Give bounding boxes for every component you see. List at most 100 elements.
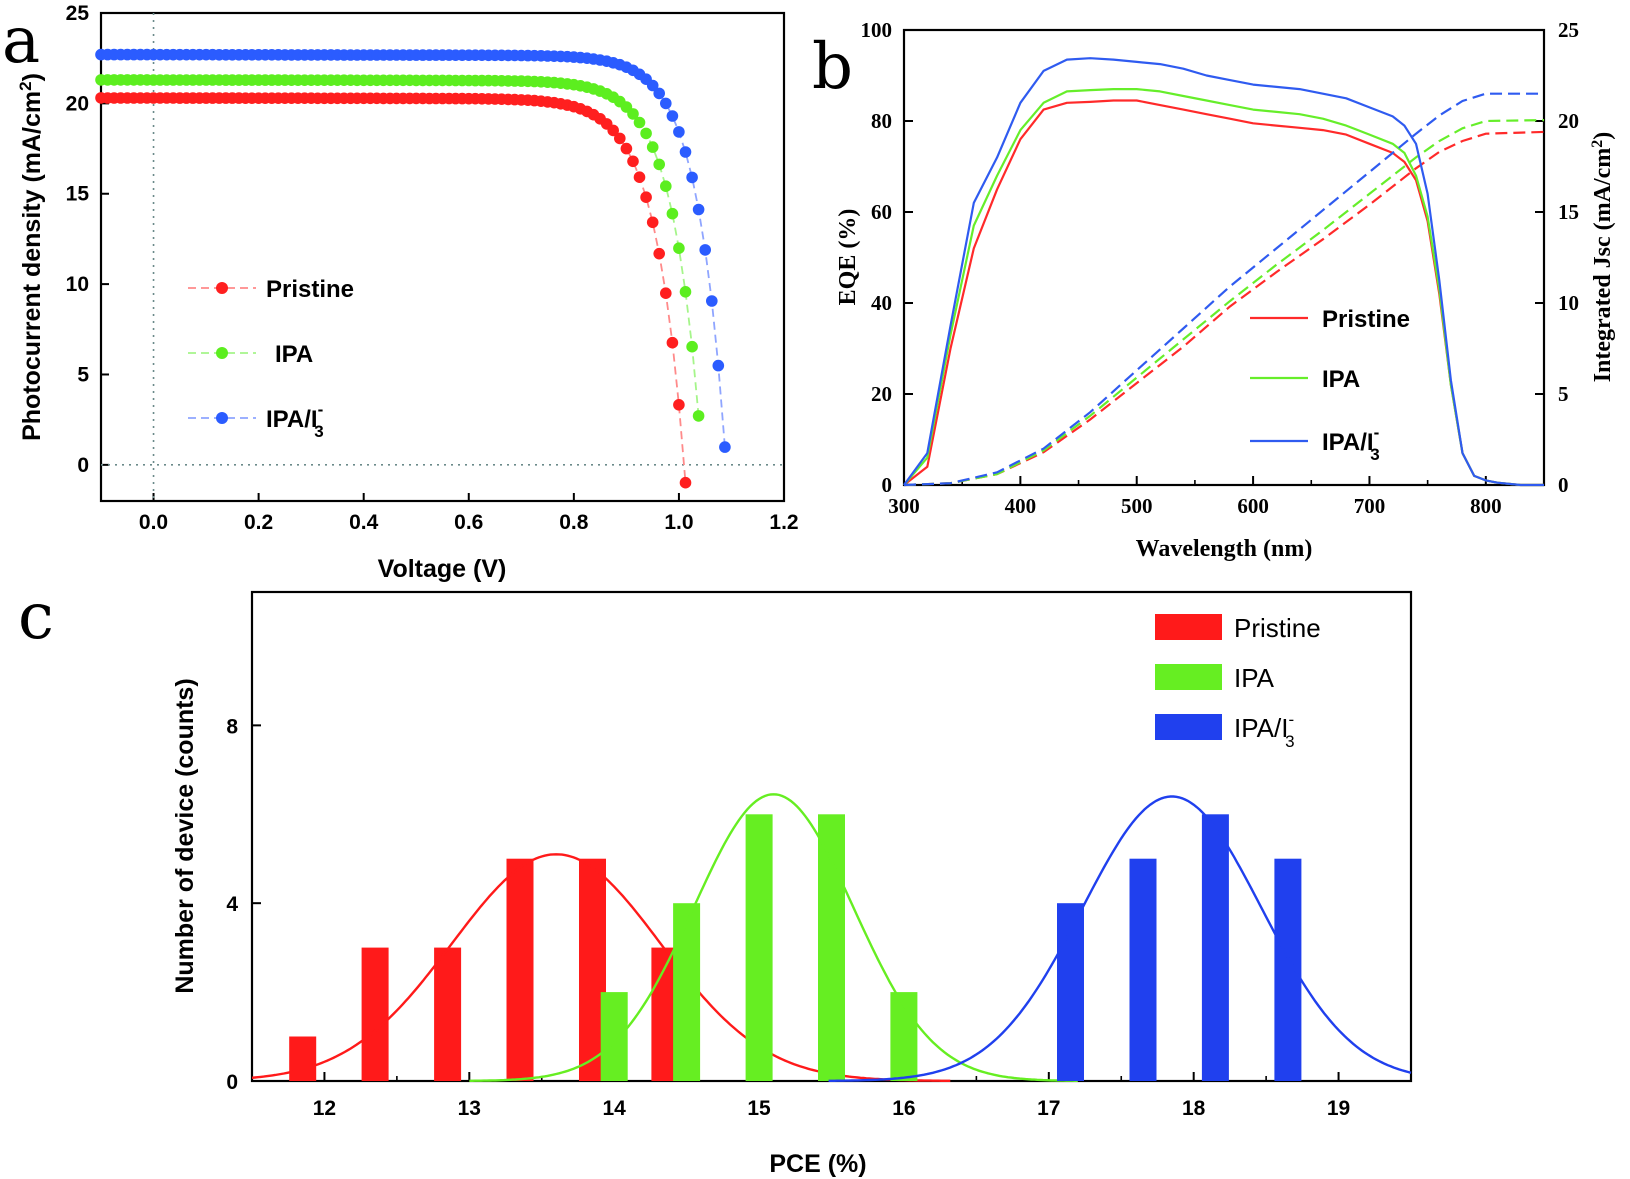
- panel-b-ytick-right-label: 5: [1558, 382, 1569, 406]
- jv-data-point: [660, 287, 672, 300]
- jv-data-point: [653, 87, 665, 100]
- panel-b-xtick-label: 800: [1470, 494, 1502, 518]
- jv-data-point: [673, 242, 685, 254]
- panel-b-ytick-right-label: 10: [1558, 291, 1579, 315]
- jv-data-point: [692, 203, 705, 216]
- panel-c-ytick-label: 8: [226, 715, 238, 738]
- legend-label: IPA/I-3: [266, 400, 324, 441]
- jv-data-point: [660, 180, 672, 192]
- legend-label: Pristine: [266, 276, 354, 303]
- panel-b-xtick-label: 600: [1237, 494, 1269, 518]
- legend-swatch: [1155, 614, 1222, 640]
- jv-data-point: [692, 410, 705, 422]
- jv-data-point: [686, 171, 698, 184]
- panel-a-xtick-label: 1.2: [769, 511, 798, 534]
- histogram-bar: [1201, 814, 1229, 1081]
- panel-b-xlabel: Wavelength (nm): [1136, 536, 1313, 562]
- legend-label: IPA: [275, 341, 313, 368]
- panel-a-xtick-label: 0.8: [559, 511, 589, 534]
- jv-data-point: [679, 286, 692, 298]
- gaussian-fit-curve: [469, 793, 1078, 1082]
- jv-data-point: [673, 399, 685, 411]
- legend-label: Pristine: [1322, 306, 1410, 333]
- jv-data-point: [686, 340, 698, 353]
- jv-data-point: [712, 359, 725, 372]
- panel-a-ytick-label: 15: [66, 183, 90, 206]
- panel-b-jsc-line-ipa: [903, 119, 1545, 487]
- panel-c-xtick-label: 12: [313, 1097, 336, 1120]
- panel-c-ytick-label: 4: [226, 893, 238, 916]
- panel-b-legend-entry: IPA: [1250, 366, 1360, 393]
- gaussian-fit-curve: [828, 795, 1412, 1082]
- panel-a-xlabel: Voltage (V): [378, 555, 507, 583]
- legend-swatch: [1155, 714, 1222, 740]
- legend-label: IPA/I-3: [1322, 423, 1380, 464]
- panel-b-ytick-right-label: 20: [1558, 109, 1579, 133]
- panel-a-xtick-label: 1.0: [664, 511, 693, 534]
- panel-b-ytick-label: 20: [871, 382, 892, 406]
- jv-data-point: [620, 142, 633, 155]
- panel-c-series-ipa: [469, 793, 1078, 1082]
- panel-a-series-ipa-i3-: [95, 48, 731, 453]
- panel-a-legend-entry: Pristine: [188, 276, 354, 303]
- legend-marker: [216, 282, 228, 294]
- jv-data-point: [666, 336, 679, 349]
- panel-b-xtick-label: 400: [1005, 494, 1037, 518]
- panel-b-legend-entry: Pristine: [1250, 306, 1410, 333]
- histogram-bar: [289, 1036, 317, 1081]
- jv-data-point: [633, 171, 646, 183]
- jv-data-point: [719, 441, 731, 453]
- jv-data-point: [627, 108, 639, 120]
- panel-a-series-pristine: [95, 92, 692, 489]
- histogram-bar: [673, 903, 701, 1081]
- jv-data-point: [607, 124, 619, 137]
- panel-c-ytick-label: 0: [226, 1071, 238, 1094]
- panel-a-jv-curves: 0.0 0.2 0.4 0.6 0.8 1.0 1.2 0 5 10 15 20 25 Pristine…: [16, 2, 799, 583]
- panel-c-series-pristine: [251, 853, 951, 1082]
- jv-data-point: [614, 132, 626, 145]
- jv-data-point: [633, 116, 646, 129]
- panel-a-ytick-label: 25: [66, 2, 90, 25]
- panel-c-histogram: 12 13 14 15 16 17 18 19 0 4 8 Pristine IPA IPA/I-3 P…: [171, 590, 1413, 1178]
- panel-b-ytick-label: 40: [871, 291, 892, 315]
- panel-c-legend-entry: IPA: [1155, 663, 1275, 693]
- panel-b-jsc-line-ipa-i3-: [903, 92, 1544, 487]
- jv-data-point: [653, 158, 665, 171]
- panel-letter-c: c: [18, 580, 54, 654]
- panel-b-ytick-label: 60: [871, 200, 892, 224]
- jv-data-point: [660, 97, 672, 110]
- panel-b-ytick-label: 100: [861, 18, 893, 42]
- panel-c-xtick-label: 13: [458, 1097, 481, 1120]
- jv-data-point: [640, 191, 652, 203]
- jv-data-point: [646, 79, 659, 92]
- histogram-bar: [600, 992, 628, 1081]
- panel-b-xtick-label: 300: [888, 494, 920, 518]
- panel-a-series-ipa: [95, 74, 705, 422]
- panel-c-legend-entry: IPA/I-3: [1155, 710, 1295, 751]
- panel-a-ytick-label: 5: [77, 363, 89, 386]
- panel-a-xtick-label: 0.4: [349, 511, 379, 534]
- panel-c-xtick-label: 18: [1182, 1097, 1206, 1120]
- jv-data-point: [640, 127, 652, 140]
- histogram-bar: [434, 947, 462, 1081]
- panel-c-xtick-label: 19: [1327, 1097, 1350, 1120]
- histogram-bar: [1129, 858, 1157, 1081]
- panel-c-xtick-label: 14: [603, 1097, 627, 1120]
- legend-marker: [216, 412, 228, 424]
- legend-label: IPA/I-3: [1234, 710, 1295, 751]
- panel-b-legend-entry: IPA/I-3: [1250, 423, 1380, 464]
- jv-data-point: [646, 141, 659, 153]
- panel-b-eqe: 300 400 500 600 700 800 0 20 40 60 80 100 0 5 10 15 20 25…: [835, 18, 1616, 562]
- legend-marker: [216, 347, 228, 359]
- panel-b-xtick-label: 700: [1354, 494, 1386, 518]
- legend-label: IPA: [1322, 366, 1360, 393]
- panel-a-ytick-label: 0: [77, 454, 89, 477]
- histogram-bar: [506, 858, 534, 1081]
- panel-c-series-ipa-i3-: [828, 795, 1412, 1082]
- panel-b-ylabel: EQE (%): [835, 209, 861, 306]
- panel-b-ytick-right-label: 0: [1558, 473, 1569, 497]
- panel-a-legend-entry: IPA: [188, 341, 313, 368]
- panel-a-xtick-label: 0.6: [454, 511, 483, 534]
- histogram-bar: [745, 814, 773, 1081]
- histogram-bar: [1274, 858, 1302, 1081]
